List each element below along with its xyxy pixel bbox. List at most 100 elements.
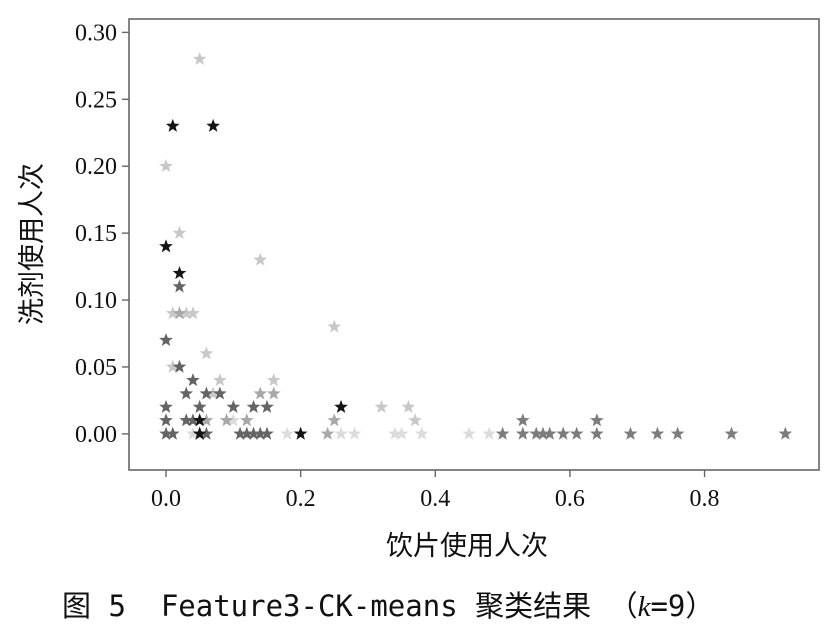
data-point [515,413,530,427]
data-point [327,319,342,333]
data-point [172,225,187,239]
data-point [590,426,604,440]
data-point [159,399,173,413]
data-point [192,426,207,440]
data-point [172,359,187,373]
figure-caption: 图 5 Feature3-CK-means 聚类结果 （k=9） [62,589,714,623]
data-point [394,426,409,440]
data-point [482,426,496,440]
data-point [172,266,187,280]
data-point [192,399,207,413]
data-point [724,426,739,440]
y-tick-label: 0.25 [75,87,117,113]
y-tick-label: 0.10 [75,288,117,314]
caption-prefix: 图 5 Feature3-CK-means 聚类结果 （ [62,589,638,623]
y-axis-label: 洗剂使用人次 [17,163,48,325]
data-point [670,426,685,440]
data-point [172,279,187,293]
x-tick-label: 0.4 [420,486,450,512]
data-point [206,118,220,132]
data-point [650,426,665,440]
x-tick-label: 0.8 [690,486,720,512]
caption-k-symbol: k [638,591,652,623]
y-tick-label: 0.05 [75,355,117,381]
x-tick-label: 0.2 [286,486,316,512]
x-tick-label: 0.6 [555,486,585,512]
data-point [253,426,268,440]
data-point [293,426,308,440]
y-tick-label: 0.00 [75,422,117,448]
data-point [159,332,173,347]
data-point [192,413,207,427]
data-point [213,373,227,387]
data-point [556,426,571,440]
data-point [536,426,550,440]
data-point [778,426,793,440]
data-point [192,51,207,65]
data-point [199,346,214,360]
y-tick-label: 0.20 [75,154,117,180]
data-point [260,399,274,413]
y-axis: 0.00 0.05 0.10 0.15 0.20 0.25 0.30 [75,20,129,448]
data-point [159,239,173,253]
data-point [165,118,180,132]
data-point [159,159,173,173]
data-point [515,426,530,440]
data-point [495,426,510,440]
data-point [199,413,214,427]
data-point [334,399,348,413]
data-point [206,386,220,400]
data-point [159,413,173,427]
plot-frame [128,18,820,471]
data-point [334,426,348,440]
data-point [401,399,416,413]
data-point [347,426,362,440]
data-point [260,426,274,440]
data-point [266,373,281,387]
data-point [179,386,194,400]
data-point [388,426,402,440]
data-point [623,426,638,440]
data-point [172,306,187,320]
data-point [165,426,180,440]
data-point [569,426,584,440]
x-axis: 0.0 0.2 0.4 0.6 0.8 [151,470,720,512]
data-point [213,386,227,400]
y-tick-label: 0.30 [75,20,117,46]
data-point [219,413,234,427]
data-point [253,252,268,266]
data-point [179,306,194,320]
data-point [165,359,180,373]
data-point [239,413,254,427]
data-point [462,426,476,440]
data-point [414,426,429,440]
data-point [246,399,261,413]
data-point [186,306,200,320]
data-point [253,386,268,400]
y-tick-label: 0.15 [75,221,117,247]
x-tick-label: 0.0 [151,486,181,512]
data-point [529,426,544,440]
data-point [590,413,604,427]
data-point [226,413,241,427]
data-point [226,399,241,413]
data-point [165,306,180,320]
data-points [159,51,793,440]
data-point [327,413,342,427]
x-axis-label: 饮片使用人次 [386,531,548,562]
data-point [320,426,335,440]
data-point [199,386,214,400]
data-point [179,413,194,427]
data-point [542,426,557,440]
data-point [374,399,389,413]
data-point [186,373,200,387]
caption-suffix: =9） [650,589,714,623]
data-point [186,413,200,427]
data-point [233,426,247,440]
data-point [246,426,261,440]
data-point [280,426,295,440]
data-point [239,426,254,440]
data-point [199,426,214,440]
data-point [159,426,173,440]
